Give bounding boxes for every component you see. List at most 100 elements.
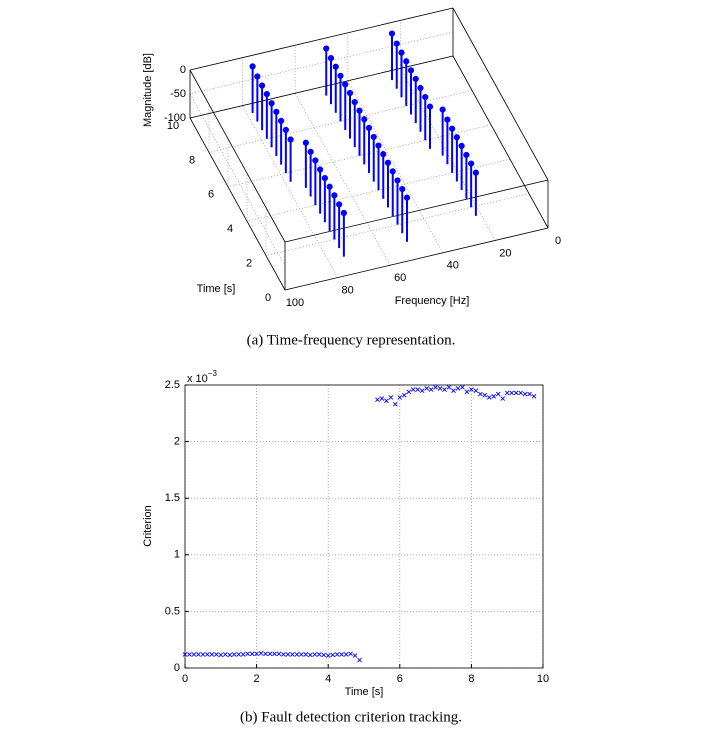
point [406, 389, 412, 395]
y-scale-exponent: −3 [208, 369, 218, 378]
stem-marker [472, 169, 479, 176]
point [451, 388, 456, 393]
stem-marker [407, 67, 415, 74]
time-axis-label: Time [s] [197, 283, 236, 295]
stem-marker [263, 91, 270, 98]
point [393, 401, 398, 407]
point [294, 652, 300, 657]
point [464, 389, 470, 395]
stem-marker [346, 89, 354, 97]
x-axis-label: Time [s] [345, 686, 384, 698]
point [267, 651, 273, 657]
point [419, 388, 425, 393]
point [240, 652, 246, 657]
stem-marker [321, 175, 328, 182]
point [424, 386, 429, 391]
stem-marker [380, 151, 387, 158]
point [316, 652, 322, 657]
axis-box [189, 117, 286, 291]
stem-marker [463, 151, 470, 159]
y-scale-base: x 10 [187, 373, 208, 385]
point [236, 652, 242, 657]
point [482, 392, 488, 398]
point [401, 392, 407, 398]
stem-marker [361, 116, 368, 123]
stem-marker [317, 166, 324, 173]
point [455, 386, 461, 391]
t-tick-label: 8 [189, 154, 195, 166]
stem-marker [337, 72, 344, 79]
stem-marker [403, 58, 410, 65]
t-tick-label: 10 [167, 120, 179, 132]
f-tick-label: 80 [341, 285, 353, 297]
point [205, 652, 210, 657]
point [518, 390, 523, 396]
stem-marker [444, 116, 451, 123]
grid-line [189, 31, 454, 95]
point [446, 384, 452, 390]
z-axis-label: Magnitude [dB] [142, 53, 154, 127]
f-tick-label: 0 [555, 235, 561, 247]
point [325, 653, 331, 658]
point [182, 652, 188, 657]
point [442, 387, 447, 392]
point [200, 652, 206, 657]
axis-box [452, 55, 549, 229]
point [191, 652, 197, 657]
point [258, 650, 264, 656]
stem-marker [403, 194, 411, 201]
y-scale-label: x 10−3 [187, 369, 217, 385]
stem-marker [342, 81, 349, 88]
stem-marker [302, 139, 309, 146]
axis-box [189, 55, 454, 119]
stem-marker [351, 98, 358, 106]
x-tick-label: 2 [254, 673, 260, 685]
stem-marker [370, 133, 377, 141]
stem-marker [282, 126, 289, 134]
point [513, 390, 519, 396]
point [281, 652, 286, 657]
stem-marker [398, 49, 405, 56]
t-tick-label: 4 [227, 223, 233, 235]
stem-marker [331, 192, 338, 199]
stem-marker [439, 106, 446, 113]
point [478, 391, 483, 397]
point [433, 384, 438, 390]
stem-marker [426, 103, 434, 110]
axis-box [452, 7, 549, 181]
point [352, 653, 358, 658]
stem-marker [412, 75, 419, 83]
stem-marker [389, 168, 396, 175]
point [276, 651, 282, 657]
stem-marker [326, 183, 333, 190]
point [375, 397, 380, 403]
point [428, 387, 434, 392]
point [348, 651, 353, 657]
f-tick-label: 100 [286, 297, 304, 309]
point [218, 652, 224, 658]
stem-marker [259, 82, 266, 89]
point [397, 395, 403, 400]
z-tick-label: 0 [180, 64, 186, 76]
stem-marker [458, 142, 465, 149]
point [460, 384, 465, 390]
point [214, 652, 219, 657]
t-tick-label: 2 [246, 258, 252, 270]
point [491, 394, 497, 399]
point [410, 387, 416, 392]
point [531, 394, 537, 399]
y-tick-label: 0 [174, 662, 180, 674]
f-tick-label: 20 [499, 247, 511, 259]
point [272, 651, 277, 657]
point [227, 652, 233, 658]
stem-marker [332, 63, 339, 70]
stem-marker [468, 160, 475, 167]
point [388, 395, 394, 400]
point [500, 396, 506, 401]
x-tick-label: 4 [325, 673, 331, 685]
point [307, 652, 313, 658]
t-tick-label: 6 [208, 189, 214, 201]
stem-marker [268, 100, 275, 107]
stem-marker [417, 84, 424, 92]
point [254, 651, 259, 657]
